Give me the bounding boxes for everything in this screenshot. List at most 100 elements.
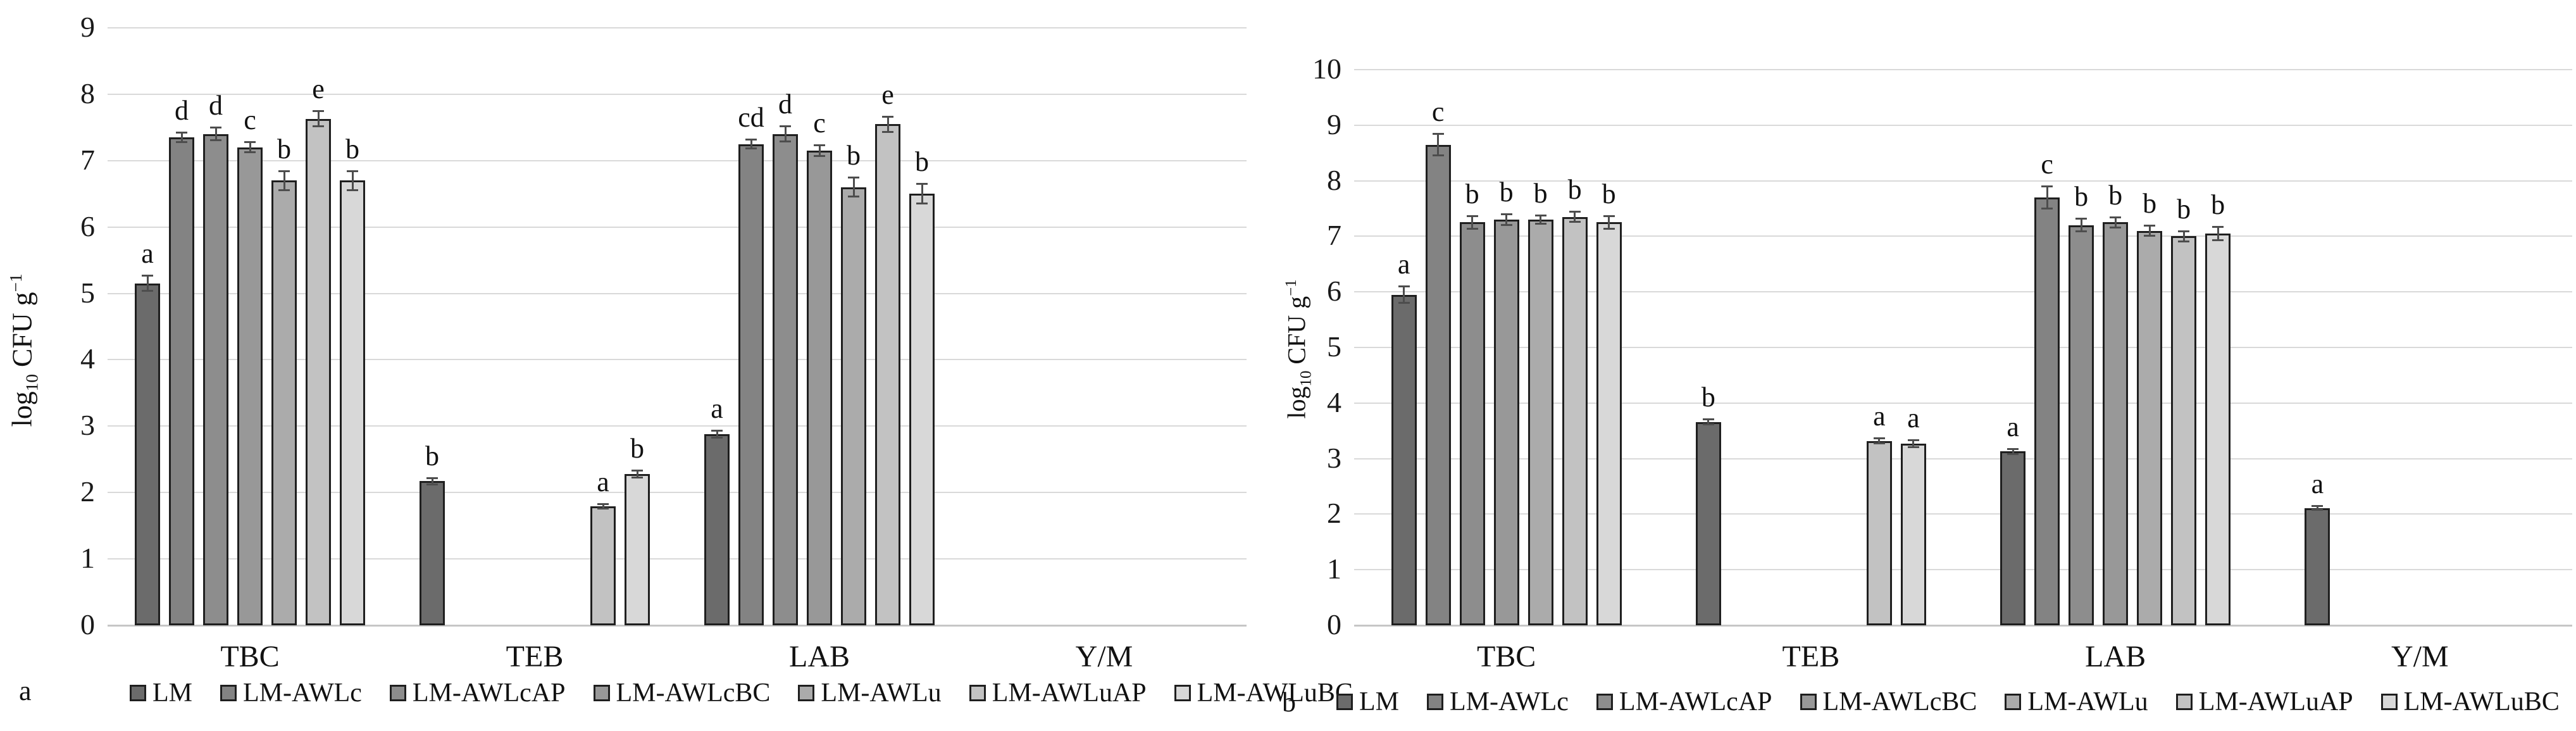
legend-item-LM-AWLu: LM-AWLu: [2005, 687, 2148, 716]
panel-letter-a: a: [19, 675, 32, 706]
bar-LM-AWLcBC-TBC: [237, 147, 263, 625]
error-bar: [1912, 439, 1915, 448]
error-bar-cap-bottom: [1569, 221, 1581, 223]
panel-letter-b: b: [1282, 687, 1296, 718]
legend-swatch-icon: [593, 685, 610, 701]
gridline: [108, 27, 1247, 28]
error-bar: [636, 470, 638, 478]
error-bar: [1540, 215, 1542, 225]
bar-LM-AWLuAP-TEB: [590, 506, 616, 625]
error-bar: [2080, 218, 2082, 232]
error-bar-cap-top: [780, 125, 791, 128]
y-axis-tick-label: 6: [80, 209, 95, 242]
y-axis-tick-label: 7: [1327, 219, 1341, 252]
significance-letter: b: [1533, 178, 1548, 209]
error-bar-cap-bottom: [1398, 301, 1410, 304]
legend-item-LM-AWLc: LM-AWLc: [1427, 687, 1569, 716]
significance-letter: cd: [738, 102, 764, 134]
error-bar-cap-top: [210, 127, 221, 129]
error-bar-cap-bottom: [176, 141, 187, 144]
error-bar-cap-bottom: [597, 508, 609, 510]
legend-swatch-icon: [130, 685, 146, 701]
error-bar-cap-top: [2041, 185, 2053, 188]
bar-LM-Y/M: [2305, 508, 2330, 625]
y-axis-tick-label: 2: [80, 475, 95, 508]
error-bar-cap-bottom: [848, 196, 859, 198]
legend-swatch-icon: [1596, 694, 1613, 710]
error-bar: [180, 132, 183, 143]
bar-LM-AWLcBC-LAB: [807, 151, 832, 625]
significance-letter: b: [915, 146, 929, 178]
legend-label: LM-AWLuAP: [2198, 687, 2353, 716]
significance-letter: b: [2177, 193, 2191, 225]
significance-letter: c: [244, 104, 256, 136]
error-bar-cap-top: [2212, 226, 2224, 228]
error-bar-cap-top: [278, 170, 290, 172]
legend-item-LM-AWLcAP: LM-AWLcAP: [389, 678, 566, 708]
legend-swatch-icon: [2005, 694, 2022, 710]
y-axis-tick-label: 10: [1312, 53, 1341, 85]
x-axis-category-label: LAB: [789, 640, 850, 673]
error-bar: [215, 127, 217, 141]
error-bar-cap-top: [1873, 437, 1885, 440]
significance-letter: b: [2074, 181, 2089, 213]
error-bar: [1403, 286, 1405, 303]
y-axis-title-subscript: 10: [22, 373, 42, 392]
bar-LM-AWLcAP-LAB: [2069, 225, 2094, 625]
gridline: [1354, 69, 2572, 70]
y-axis-tick-label: 3: [80, 409, 95, 442]
significance-letter: b: [2211, 189, 2225, 221]
error-bar: [1505, 214, 1508, 225]
error-bar: [283, 170, 285, 191]
y-axis-tick-label: 4: [1327, 385, 1341, 418]
gridline: [1354, 402, 2572, 404]
significance-letter: b: [425, 440, 439, 472]
error-bar-cap-bottom: [1432, 154, 1444, 157]
legend-item-LM: LM: [1336, 687, 1399, 716]
significance-letter: a: [141, 238, 154, 270]
bar-LM-AWLuBC-TBC: [340, 180, 365, 625]
x-axis-category-label: Y/M: [1075, 640, 1133, 673]
bar-LM-TEB: [420, 481, 445, 625]
y-axis-tick-label: 5: [80, 276, 95, 309]
error-bar-cap-top: [244, 141, 256, 144]
error-bar-cap-top: [1500, 213, 1512, 216]
gridline: [108, 492, 1247, 494]
gridline: [108, 93, 1247, 95]
error-bar-cap-bottom: [1907, 446, 1919, 449]
legend-item-LM-AWLc: LM-AWLc: [220, 678, 362, 708]
bar-LM-AWLuAP-LAB: [875, 124, 900, 625]
error-bar-cap-bottom: [2075, 230, 2088, 233]
error-bar: [2217, 227, 2219, 241]
y-axis-tick-label: 9: [80, 11, 95, 43]
error-bar: [1437, 133, 1440, 156]
legend-swatch-icon: [2175, 694, 2193, 710]
bar-LM-AWLu-TBC: [271, 180, 297, 625]
significance-letter: b: [277, 133, 291, 165]
gridline: [1354, 569, 2572, 571]
significance-letter: a: [1873, 401, 1886, 432]
legend-item-LM-AWLcAP: LM-AWLcAP: [1596, 687, 1772, 716]
bar-LM-AWLc-LAB: [2034, 197, 2060, 625]
error-bar: [784, 126, 787, 142]
legend-label: LM-AWLcBC: [616, 678, 771, 708]
significance-letter: c: [813, 107, 826, 139]
y-axis-title-units: CFU g: [6, 292, 38, 374]
legend-label: LM-AWLc: [1450, 687, 1569, 716]
significance-letter: a: [2007, 411, 2019, 442]
bar-LM-AWLu-LAB: [2137, 230, 2163, 625]
x-axis-line: [108, 625, 1247, 627]
legend-swatch-icon: [1174, 685, 1191, 701]
error-bar-cap-top: [711, 429, 723, 432]
legend-item-LM-AWLcBC: LM-AWLcBC: [1800, 687, 1977, 716]
error-bar-cap-bottom: [1534, 223, 1546, 225]
bar-LM-AWLuAP-TBC: [1562, 216, 1588, 625]
gridline: [108, 558, 1247, 560]
bar-LM-AWLuAP-LAB: [2171, 236, 2197, 625]
y-axis-title-text: log: [6, 391, 38, 427]
error-bar-cap-bottom: [1466, 227, 1478, 230]
error-bar-cap-bottom: [313, 125, 324, 128]
error-bar: [602, 504, 604, 509]
legend-label: LM-AWLuAP: [992, 678, 1147, 708]
